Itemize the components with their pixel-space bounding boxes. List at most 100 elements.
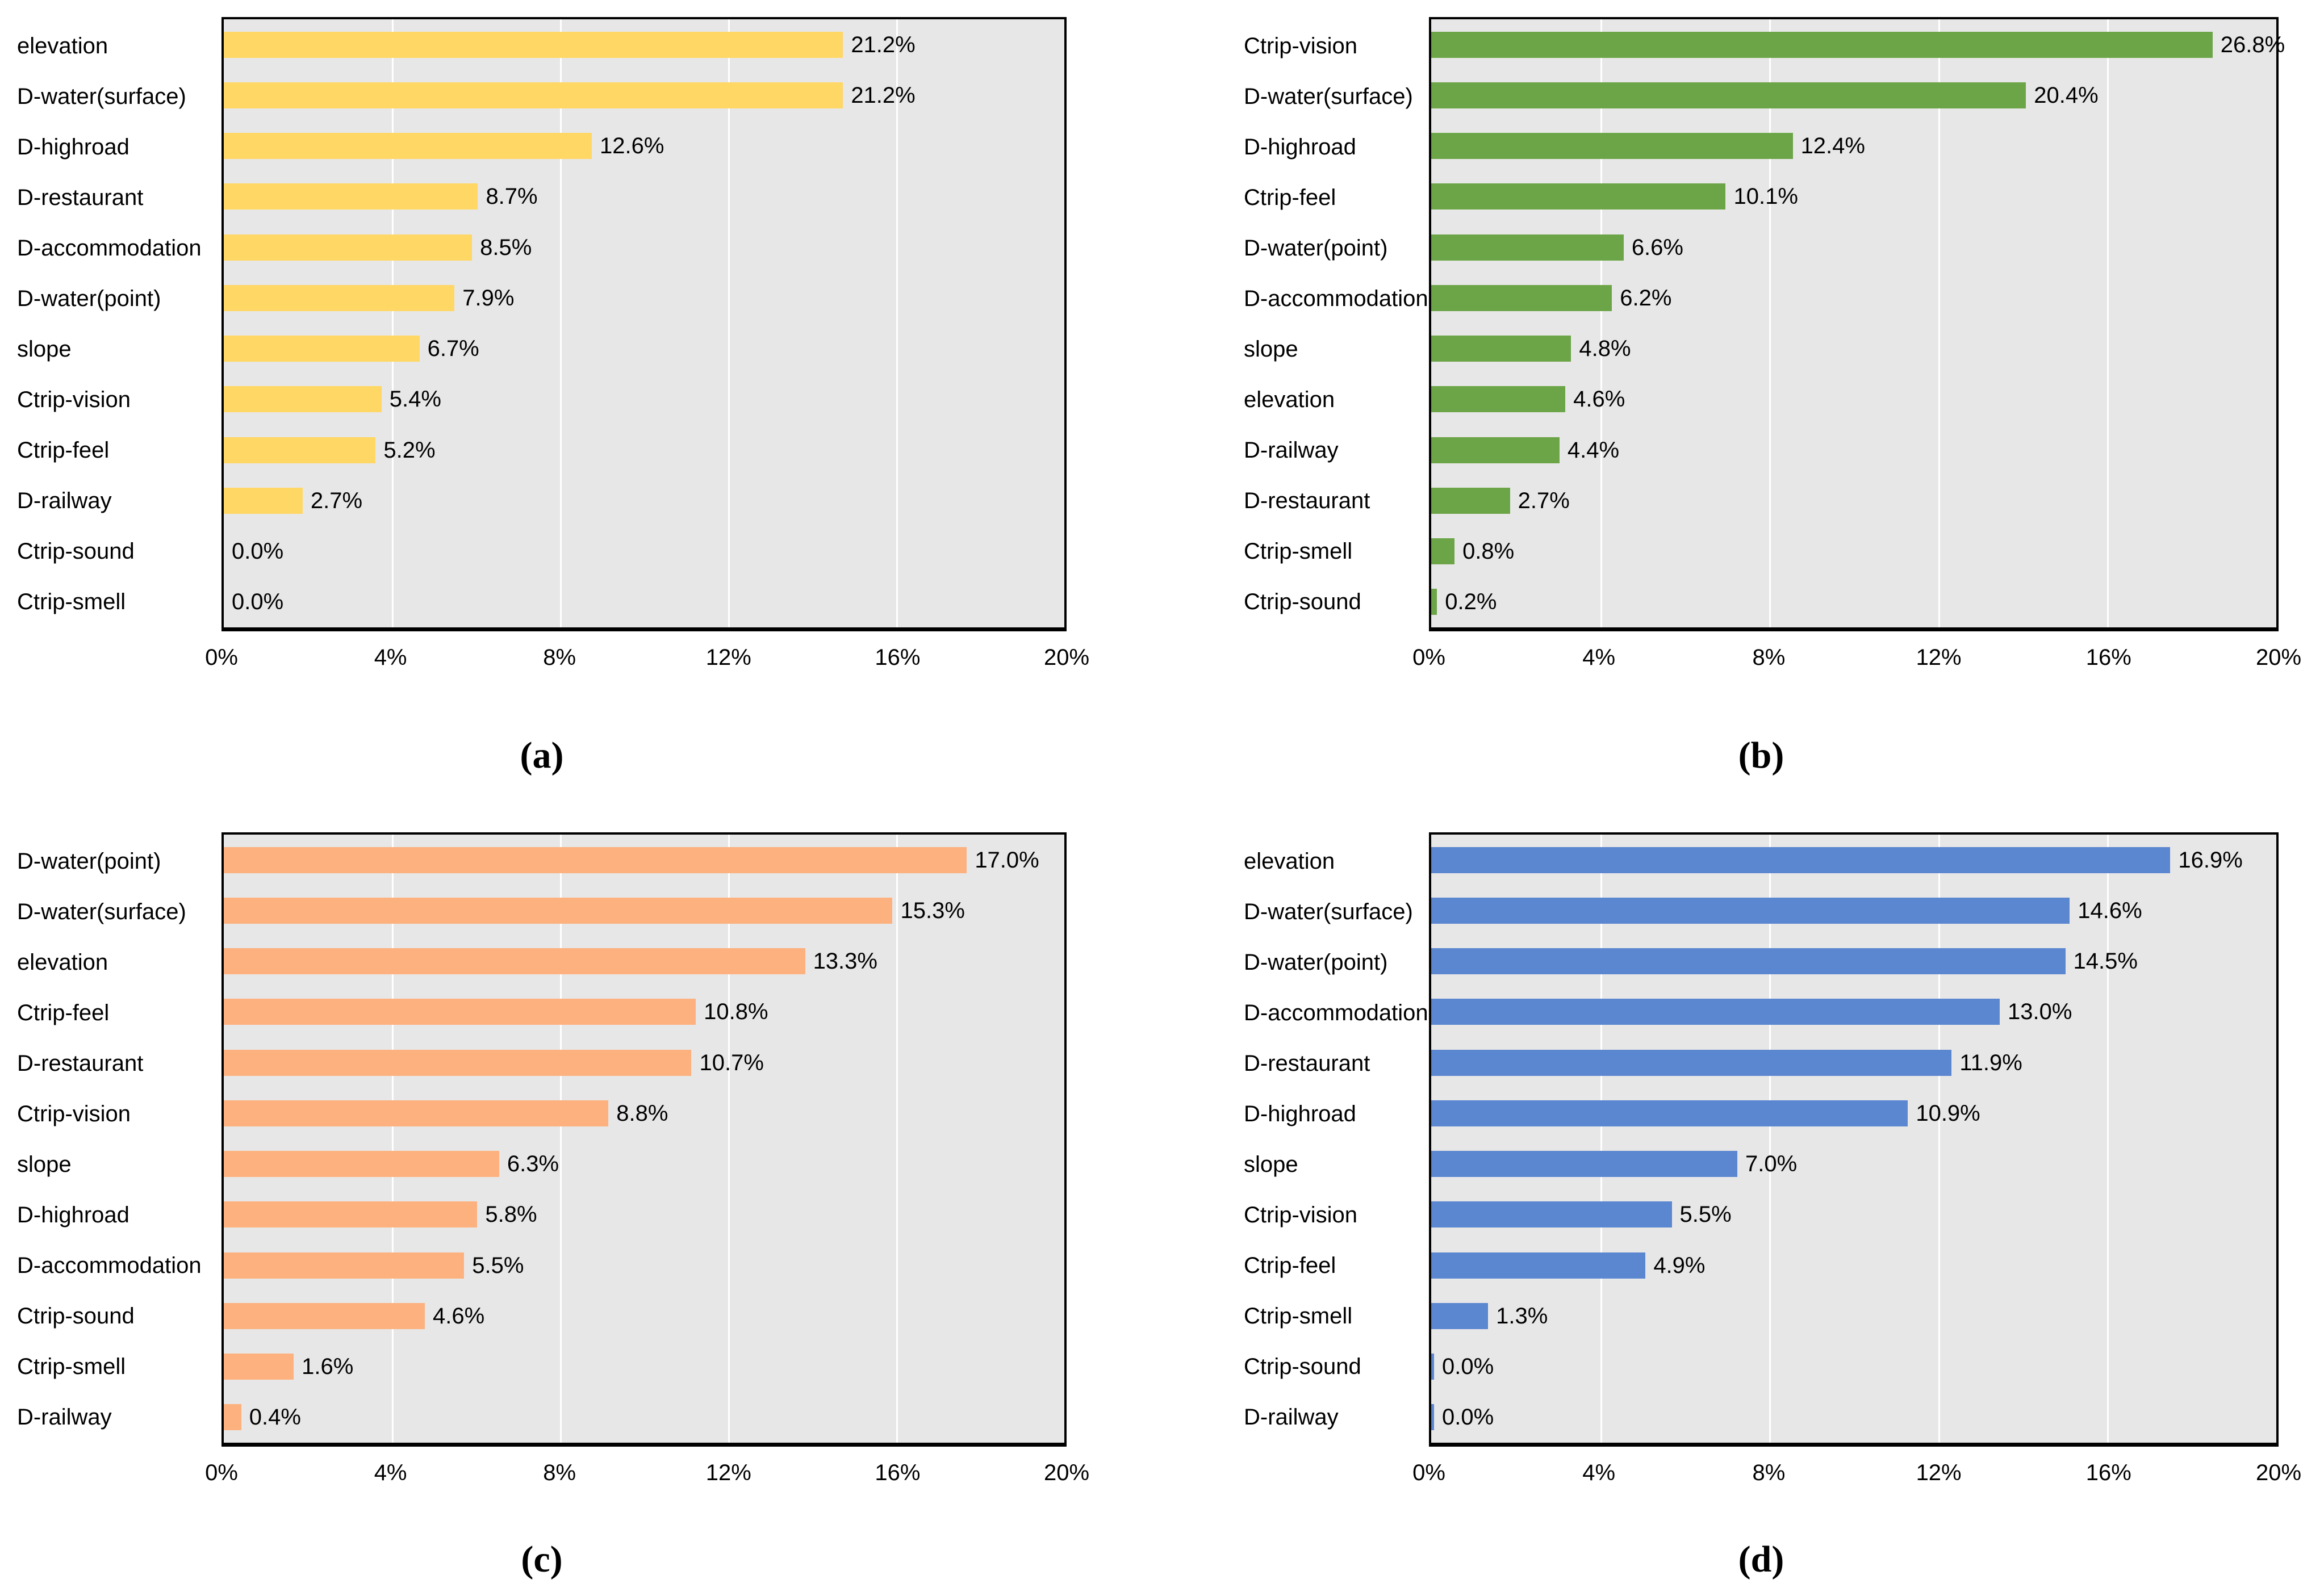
value-label: 8.5% [480, 234, 532, 260]
bar [224, 1404, 241, 1431]
subfigure-caption-d: (d) [1738, 1539, 1784, 1580]
x-tick-label: 20% [1043, 645, 1090, 670]
x-tick-label: 16% [875, 1460, 921, 1485]
gridline [896, 19, 898, 627]
bar-row: 8.8% [224, 1088, 1064, 1138]
category-label: Ctrip-sound [1244, 1354, 1361, 1379]
category-label: Ctrip-vision [17, 1101, 131, 1126]
value-label: 17.0% [975, 847, 1039, 873]
bar [224, 82, 843, 108]
bar [1431, 538, 1455, 565]
value-label: 1.3% [1496, 1303, 1548, 1329]
bar-row: 12.4% [1431, 121, 2276, 171]
bar [224, 1100, 609, 1126]
bar-row: 4.4% [1431, 425, 2276, 475]
gridline [1769, 835, 1771, 1443]
value-label: 6.3% [507, 1151, 559, 1177]
bar-row: 5.8% [224, 1189, 1064, 1240]
bar-row: 20.4% [1431, 70, 2276, 120]
bar [224, 1151, 499, 1178]
category-label: D-railway [1244, 437, 1339, 463]
x-tick-label: 16% [2085, 645, 2131, 670]
category-label: Ctrip-sound [17, 538, 135, 564]
gridline [392, 835, 394, 1443]
value-label: 4.6% [1573, 387, 1625, 412]
value-label: 14.6% [2078, 898, 2142, 923]
bar [224, 133, 592, 160]
bar [1431, 847, 2171, 873]
category-label: D-highroad [1244, 1101, 1356, 1126]
value-label: 16.9% [2178, 847, 2243, 873]
bar-row: 0.4% [224, 1392, 1064, 1443]
bar-row: 6.6% [1431, 222, 2276, 273]
bar [224, 1302, 425, 1329]
category-label: D-accommodation [1244, 1000, 1428, 1025]
bar [1431, 1354, 1434, 1380]
gridline [1769, 19, 1771, 627]
value-label: 5.4% [389, 387, 441, 412]
bar-row: 26.8% [1431, 19, 2285, 70]
category-label: elevation [17, 33, 108, 58]
x-tick-label: 20% [2255, 1460, 2302, 1485]
plot-area: 26.8% 20.4% 12.4% 10.1% 6.6% 6.2% 4.8% 4.6% 4.4%… [1429, 17, 2285, 631]
value-label: 13.3% [813, 949, 877, 974]
bar [1431, 284, 1612, 311]
category-label: Ctrip-feel [17, 437, 110, 463]
bar-row: 15.3% [224, 885, 1064, 936]
value-label: 1.6% [302, 1354, 354, 1380]
category-label: Ctrip-vision [1244, 1202, 1358, 1227]
bar-row: 14.5% [1431, 936, 2276, 987]
category-label: Ctrip-feel [1244, 185, 1336, 210]
bar [1431, 1302, 1489, 1329]
x-tick-label: 4% [374, 1460, 407, 1485]
x-tick-label: 20% [2255, 645, 2302, 670]
bar [224, 948, 805, 975]
bar [1431, 82, 2026, 108]
x-axis: 0% 4% 8% 12% 16% 20% [1244, 1456, 2301, 1498]
x-axis-ticks: 0% 4% 8% 12% 16% 20% [1412, 1456, 2301, 1498]
bar [1431, 948, 2066, 975]
bar [224, 386, 382, 413]
category-label: D-water(point) [1244, 949, 1388, 975]
bars-container: 26.8% 20.4% 12.4% 10.1% 6.6% 6.2% 4.8% 4.6% 4.4%… [1431, 19, 2285, 627]
category-label: slope [17, 1151, 72, 1177]
bar [224, 284, 455, 311]
value-label: 2.7% [1518, 488, 1570, 513]
gridline [896, 835, 898, 1443]
bar-row: 17.0% [224, 835, 1064, 885]
bar [224, 183, 478, 210]
value-label: 0.0% [1442, 1405, 1494, 1430]
subfigure-caption-c: (c) [521, 1539, 563, 1580]
value-label: 21.2% [851, 82, 916, 108]
bar [224, 1201, 478, 1228]
bar-row: 5.5% [1431, 1189, 2276, 1240]
bar [1431, 1151, 1738, 1178]
bar [224, 487, 303, 514]
category-label: D-railway [17, 488, 112, 513]
bar-row: 1.3% [1431, 1291, 2276, 1341]
gridline [1938, 19, 1940, 627]
category-label: D-railway [17, 1404, 112, 1430]
x-axis-ticks: 0% 4% 8% 12% 16% 20% [205, 1456, 1089, 1498]
value-label: 0.0% [1442, 1354, 1494, 1380]
value-label: 0.0% [232, 539, 284, 564]
chart-area-c: D-water(point) D-water(surface) elevation C… [17, 832, 1067, 1447]
bar-row: 13.0% [1431, 987, 2276, 1037]
y-axis-labels: Ctrip-vision D-water(surface) D-highroad Ct… [1244, 17, 1429, 631]
x-tick-label: 8% [543, 645, 576, 670]
subfigure-caption-a: (a) [520, 735, 564, 776]
x-tick-label: 0% [205, 1460, 238, 1485]
value-label: 8.7% [486, 184, 538, 210]
category-label: Ctrip-smell [1244, 538, 1353, 564]
bar-row: 0.8% [1431, 526, 2276, 577]
x-tick-label: 12% [705, 1460, 751, 1485]
value-label: 14.5% [2073, 949, 2138, 974]
bar [1431, 1252, 1646, 1279]
bar [224, 31, 843, 58]
category-label: D-water(surface) [1244, 899, 1413, 924]
bar-row: 7.0% [1431, 1139, 2276, 1189]
bar [1431, 1201, 1672, 1228]
x-tick-label: 12% [1916, 1460, 1962, 1485]
category-label: Ctrip-vision [17, 387, 131, 412]
bar-row: 0.0% [224, 577, 1064, 627]
